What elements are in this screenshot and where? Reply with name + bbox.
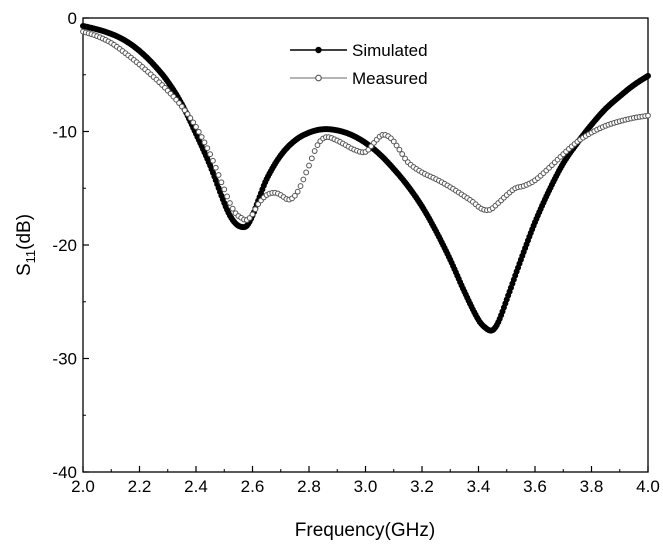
point-measured <box>311 148 318 154</box>
legend: Simulated Measured <box>290 41 428 88</box>
point-measured <box>212 164 219 171</box>
point-measured <box>215 172 222 178</box>
point-measured <box>390 138 397 145</box>
y-tick-label: 0 <box>68 9 77 28</box>
x-tick-label: 2.6 <box>241 477 265 496</box>
point-measured <box>195 128 202 135</box>
point-measured <box>187 115 194 121</box>
plot-area: 2.0 2.2 2.4 2.6 2.8 3.0 3.2 3.4 3.6 3.8 4.0 0 -10 -20… <box>52 9 659 496</box>
point-measured <box>193 124 199 130</box>
y-axis-label-main: S <box>14 263 35 276</box>
point-measured <box>645 112 651 119</box>
x-tick-label: 3.8 <box>580 477 604 496</box>
point-measured <box>210 157 216 164</box>
point-measured <box>306 162 312 169</box>
point-measured <box>229 205 236 212</box>
y-tick-label: -10 <box>52 123 77 142</box>
x-tick-label: 3.0 <box>354 477 378 496</box>
point-measured <box>181 107 188 114</box>
legend-entry-simulated: Simulated <box>290 41 428 60</box>
point-measured <box>198 134 205 140</box>
point-measured <box>224 193 230 200</box>
point-measured <box>246 215 253 221</box>
y-tick-label: -30 <box>52 350 77 369</box>
point-measured <box>303 169 310 176</box>
x-tick-label: 3.2 <box>410 477 434 496</box>
point-measured <box>201 139 208 146</box>
point-measured <box>207 151 214 158</box>
point-measured <box>252 206 259 213</box>
point-measured <box>402 155 408 162</box>
x-tick-label: 2.0 <box>71 477 95 496</box>
point-measured <box>396 146 403 153</box>
x-tick-label: 3.4 <box>467 477 491 496</box>
legend-marker-simulated <box>315 46 322 54</box>
point-measured <box>218 179 225 186</box>
y-tick-label: -20 <box>52 236 77 255</box>
point-measured <box>249 211 256 218</box>
point-measured <box>300 176 307 183</box>
point-measured <box>297 183 304 189</box>
x-tick-label: 2.2 <box>128 477 152 496</box>
point-measured <box>204 145 211 152</box>
point-measured <box>399 151 406 157</box>
legend-entry-measured: Measured <box>290 69 428 88</box>
legend-label-measured: Measured <box>352 69 428 88</box>
point-measured <box>255 201 262 208</box>
legend-label-simulated: Simulated <box>352 41 428 60</box>
x-tick-label: 2.8 <box>297 477 321 496</box>
point-measured <box>294 188 301 195</box>
y-axis-label-unit: (dB) <box>14 214 35 250</box>
y-axis-label: S11(dB) <box>14 214 38 276</box>
point-measured <box>184 111 191 117</box>
point-measured <box>221 186 228 193</box>
x-tick-label: 2.4 <box>184 477 208 496</box>
x-axis-label: Frequency(GHz) <box>295 520 435 541</box>
point-measured <box>314 142 321 149</box>
point-measured <box>291 192 298 199</box>
point-measured <box>178 103 185 110</box>
y-tick-label: -40 <box>52 463 77 482</box>
y-axis-label-subscript: 11 <box>23 250 38 264</box>
point-measured <box>393 142 400 149</box>
point-measured <box>308 155 315 162</box>
x-tick-label: 4.0 <box>636 477 660 496</box>
x-tick-label: 3.6 <box>523 477 547 496</box>
point-measured <box>227 200 233 206</box>
point-simulated <box>645 72 651 79</box>
point-measured <box>190 119 197 126</box>
legend-marker-measured <box>315 74 322 82</box>
